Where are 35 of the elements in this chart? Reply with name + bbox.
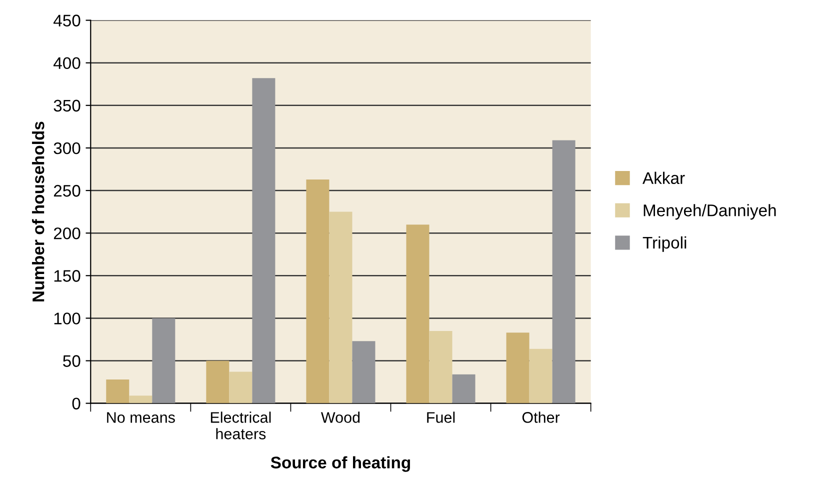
bar <box>506 332 530 404</box>
bar <box>252 78 276 404</box>
bar <box>452 374 476 404</box>
bar <box>406 224 430 404</box>
x-tick-label: No means <box>107 412 175 423</box>
bar <box>552 140 576 404</box>
y-tick-label: 450 <box>53 14 80 26</box>
legend-label: Menyeh/Danniyeh <box>644 204 776 220</box>
bar <box>152 318 176 404</box>
bar <box>352 341 376 404</box>
x-tick-label: Fuel <box>427 412 455 423</box>
y-axis-title: Number of households <box>32 122 44 302</box>
bar <box>129 396 152 404</box>
y-tick-label: 100 <box>54 312 80 324</box>
y-tick-label: 150 <box>54 270 80 282</box>
y-tick-label: 50 <box>63 355 80 367</box>
bar <box>229 372 252 404</box>
y-tick-label: 400 <box>53 57 80 70</box>
y-tick-label: 250 <box>54 184 80 197</box>
x-tick-label: Electrical heaters <box>210 412 271 440</box>
legend-label: Akkar <box>642 172 685 184</box>
bar <box>306 179 330 404</box>
y-tick-label: 0 <box>72 398 80 410</box>
x-axis-title: Source of heating <box>270 456 410 472</box>
x-tick-label: Wood <box>320 412 360 423</box>
bar <box>329 212 352 404</box>
x-tick-label: Other <box>522 412 560 423</box>
legend-label: Tripoli <box>642 236 686 252</box>
bar <box>429 330 452 404</box>
bar <box>206 360 230 404</box>
y-tick-label: 350 <box>54 100 80 112</box>
bar <box>106 379 130 404</box>
bar <box>529 348 552 404</box>
y-tick-label: 300 <box>54 142 80 154</box>
y-tick-label: 200 <box>54 227 80 240</box>
